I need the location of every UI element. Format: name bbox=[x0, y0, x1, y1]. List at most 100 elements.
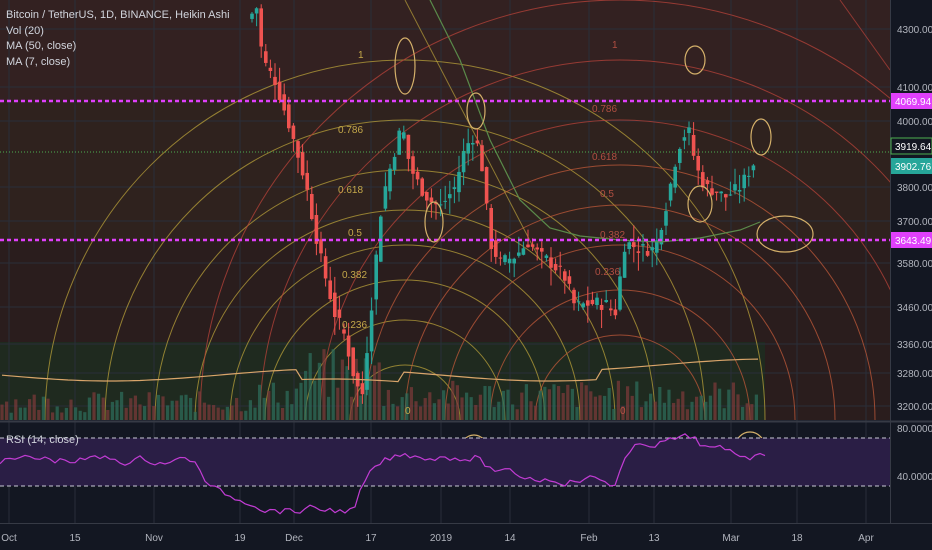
volume-bar bbox=[156, 394, 160, 420]
indicator-volume[interactable]: Vol (20) bbox=[6, 24, 44, 37]
volume-bar bbox=[575, 407, 579, 420]
rsi-axis[interactable]: 80.0000 40.0000 bbox=[897, 424, 932, 483]
volume-bar bbox=[432, 403, 436, 420]
volume-bar bbox=[152, 405, 156, 420]
volume-bar bbox=[46, 398, 50, 420]
candle-body bbox=[402, 132, 406, 139]
volume-bar bbox=[262, 397, 266, 420]
time-tick-label: 19 bbox=[234, 533, 246, 544]
volume-bar bbox=[138, 404, 142, 420]
volume-bar bbox=[538, 390, 542, 420]
volume-bar bbox=[133, 395, 137, 420]
volume-bar bbox=[460, 397, 464, 420]
symbol-title[interactable]: Bitcoin / TetherUS, 1D, BINANCE, Heikin … bbox=[6, 9, 230, 21]
candle-body bbox=[687, 127, 691, 134]
candle-body bbox=[655, 240, 659, 253]
volume-bar bbox=[129, 398, 133, 420]
volume-bar bbox=[658, 386, 662, 420]
candle-body bbox=[645, 250, 650, 256]
price-tick-label: 3280.00 bbox=[897, 369, 932, 380]
time-tick-label: 15 bbox=[69, 533, 81, 544]
volume-bar bbox=[179, 395, 183, 420]
fib-arc bbox=[319, 119, 890, 420]
volume-bar bbox=[299, 382, 303, 420]
candle-body bbox=[563, 271, 567, 281]
candle-body bbox=[264, 51, 268, 63]
price-tick-label: 4300.00 bbox=[897, 25, 932, 36]
volume-bar bbox=[87, 397, 91, 420]
candle-body bbox=[696, 155, 700, 171]
candle-body bbox=[443, 200, 447, 202]
volume-bar bbox=[695, 396, 699, 420]
volume-bar bbox=[529, 401, 533, 420]
volume-bar bbox=[244, 410, 248, 420]
volume-bar bbox=[83, 412, 87, 420]
volume-bar bbox=[55, 406, 59, 420]
fib-level-label: 0.786 bbox=[338, 125, 363, 136]
fib-arc bbox=[44, 59, 766, 420]
fib-arc bbox=[304, 319, 506, 420]
price-tick-label: 4100.00 bbox=[897, 83, 932, 94]
volume-bar bbox=[322, 349, 326, 420]
volume-bar bbox=[281, 408, 285, 420]
volume-bar bbox=[313, 380, 317, 420]
candle-body bbox=[351, 347, 355, 377]
volume-bar bbox=[741, 406, 745, 420]
volume-bar bbox=[248, 400, 252, 420]
candle-body bbox=[466, 143, 470, 154]
fib-level-label: 0 bbox=[405, 406, 411, 417]
candle-body bbox=[650, 247, 654, 251]
candle-body bbox=[429, 197, 434, 203]
volume-bar bbox=[304, 370, 308, 420]
annotation-circle bbox=[466, 92, 486, 130]
candle-body bbox=[641, 244, 645, 246]
volume-bar bbox=[451, 380, 455, 420]
candle-body bbox=[604, 300, 608, 303]
volume-bar bbox=[409, 387, 413, 420]
volume-bar bbox=[727, 389, 731, 420]
volume-bar bbox=[552, 384, 556, 420]
time-axis[interactable]: Oct 15 Nov 19 Dec 17 2019 14 Feb 13 Mar 18 Apr bbox=[1, 533, 874, 544]
volume-bar bbox=[290, 404, 294, 420]
annotation-circle bbox=[750, 118, 772, 156]
indicator-ma7[interactable]: MA (7, close) bbox=[6, 55, 71, 68]
volume-bar bbox=[115, 400, 119, 420]
volume-bar bbox=[626, 386, 630, 420]
fib-arc bbox=[199, 0, 890, 420]
candle-body bbox=[719, 191, 723, 194]
volume-bar bbox=[713, 382, 717, 420]
candle-body bbox=[682, 137, 687, 141]
candle-body bbox=[420, 178, 424, 196]
candle-body bbox=[590, 299, 595, 305]
candle-body bbox=[392, 156, 397, 170]
fib-arc bbox=[259, 59, 890, 420]
volume-bar bbox=[78, 410, 82, 420]
volume-bar bbox=[635, 381, 639, 420]
price-tick-label: 3460.00 bbox=[897, 303, 932, 314]
volume-bar bbox=[492, 407, 496, 420]
candle-body bbox=[714, 191, 719, 193]
candle-body bbox=[710, 188, 714, 195]
volume-bar bbox=[616, 380, 620, 420]
volume-bar bbox=[593, 396, 597, 420]
price-axis[interactable]: 4300.00 4100.00 4000.00 3800.00 3700.00 3580.… bbox=[897, 25, 932, 413]
rsi-line bbox=[0, 433, 766, 515]
volume-bar bbox=[662, 402, 666, 420]
candle-body bbox=[627, 242, 631, 250]
fib-level-label: 0.5 bbox=[600, 189, 614, 200]
candle-body bbox=[503, 255, 507, 263]
price-tick-label: 4000.00 bbox=[897, 117, 932, 128]
candle-body bbox=[259, 8, 263, 47]
candle-body bbox=[751, 165, 756, 171]
candle-body bbox=[415, 171, 420, 180]
volume-bar bbox=[676, 398, 680, 420]
volume-bar bbox=[524, 384, 528, 420]
volume-bar bbox=[621, 406, 625, 420]
time-tick-label: 18 bbox=[791, 533, 803, 544]
rsi-legend[interactable]: RSI (14, close) bbox=[6, 434, 79, 446]
indicator-ma50[interactable]: MA (50, close) bbox=[6, 40, 77, 52]
volume-bar bbox=[446, 403, 450, 420]
volume-bar bbox=[336, 387, 340, 420]
candle-body bbox=[724, 194, 728, 198]
